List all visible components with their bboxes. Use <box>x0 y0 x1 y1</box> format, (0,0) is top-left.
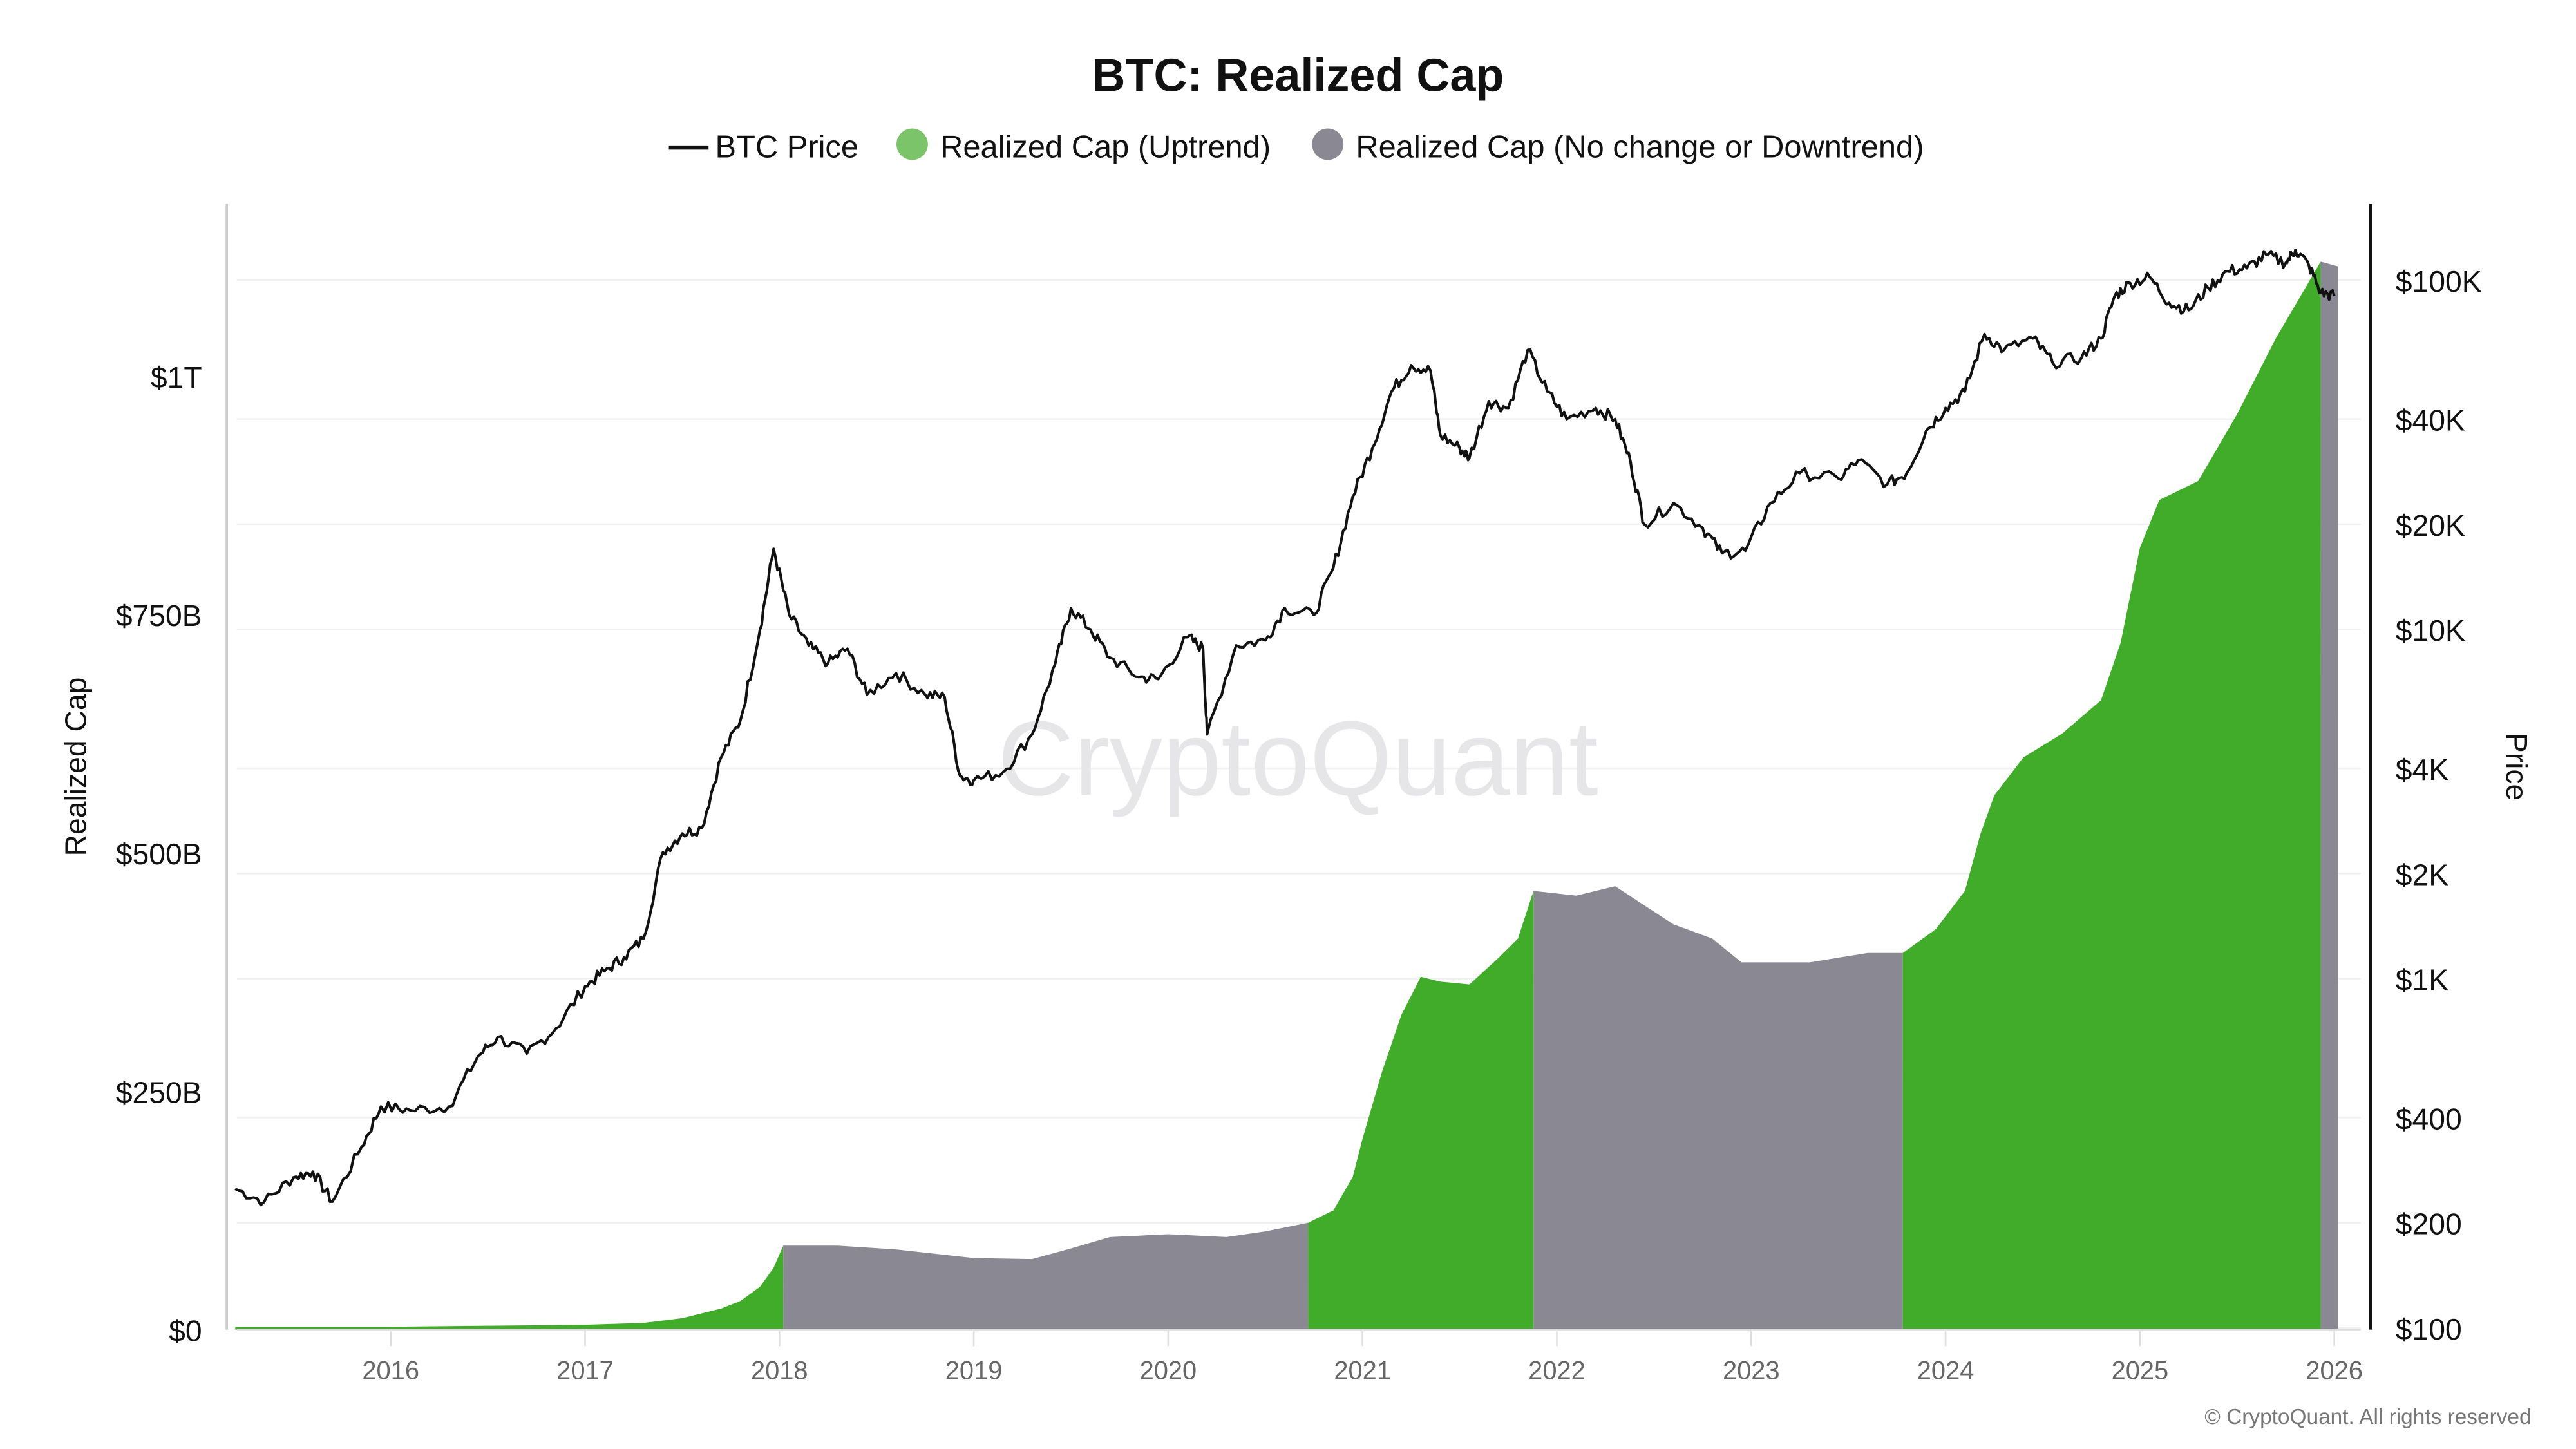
legend-price-label[interactable]: BTC Price <box>715 130 858 165</box>
right-tick-label: $40K <box>2396 404 2465 437</box>
x-tick-label: 2023 <box>1723 1357 1780 1385</box>
left-tick-label: $500B <box>116 837 202 871</box>
right-tick-label: $10K <box>2396 614 2465 647</box>
x-tick-label: 2016 <box>362 1357 419 1385</box>
right-tick-label: $20K <box>2396 509 2465 542</box>
right-tick-label: $400 <box>2396 1102 2462 1135</box>
x-tick-label: 2018 <box>751 1357 808 1385</box>
legend-downtrend-dot-icon <box>1312 128 1344 160</box>
right-y-ticks: $100 $200 $400 $1K $2K $4K $10K $20K $40K $100K <box>2396 265 2482 1346</box>
realized-cap-areas <box>235 261 2338 1330</box>
left-tick-label: $0 <box>169 1314 202 1348</box>
btc-price-line <box>234 248 2336 1207</box>
legend-uptrend-label[interactable]: Realized Cap (Uptrend) <box>940 130 1271 165</box>
x-tick-label: 2020 <box>1140 1357 1197 1385</box>
right-tick-label: $100 <box>2396 1312 2462 1346</box>
realized-cap-area-downtrend <box>1533 886 1903 1330</box>
right-tick-label: $1K <box>2396 963 2448 997</box>
legend-downtrend-label[interactable]: Realized Cap (No change or Downtrend) <box>1356 130 1924 165</box>
x-tick-label: 2022 <box>1528 1357 1586 1385</box>
chart-title: BTC: Realized Cap <box>1092 50 1504 102</box>
realized-cap-area-uptrend <box>1902 261 2321 1330</box>
x-tick-label: 2017 <box>556 1357 614 1385</box>
x-tick-label: 2021 <box>1334 1357 1391 1385</box>
left-y-ticks: $0 $250B $500B $750B $1T <box>116 361 202 1348</box>
realized-cap-area-uptrend <box>1308 891 1534 1330</box>
left-tick-label: $750B <box>116 599 202 632</box>
right-tick-label: $200 <box>2396 1208 2462 1241</box>
left-tick-label: $250B <box>116 1075 202 1109</box>
right-tick-label: $100K <box>2396 265 2482 298</box>
legend-uptrend-dot-icon <box>896 128 928 160</box>
right-axis-label: Price <box>2500 733 2533 800</box>
x-tick-label: 2024 <box>1917 1357 1975 1385</box>
left-axis-label: Realized Cap <box>59 677 93 857</box>
left-tick-label: $1T <box>151 361 202 394</box>
realized-cap-area-downtrend <box>783 1222 1309 1330</box>
right-tick-label: $2K <box>2396 858 2448 891</box>
x-tick-label: 2019 <box>945 1357 1003 1385</box>
right-tick-label: $4K <box>2396 753 2448 786</box>
realized-cap-area-uptrend <box>235 1245 784 1330</box>
realized-cap-area-downtrend <box>2320 261 2338 1330</box>
x-tick-label: 2026 <box>2306 1357 2363 1385</box>
copyright-text: © CryptoQuant. All rights reserved <box>2204 1405 2531 1429</box>
x-ticks: 2016 2017 2018 2019 2020 2021 2022 2023 2024 2025… <box>362 1331 2363 1385</box>
legend: BTC Price Realized Cap (Uptrend) Realize… <box>668 128 1924 165</box>
watermark: CryptoQuant <box>998 699 1598 817</box>
x-tick-label: 2025 <box>2112 1357 2169 1385</box>
